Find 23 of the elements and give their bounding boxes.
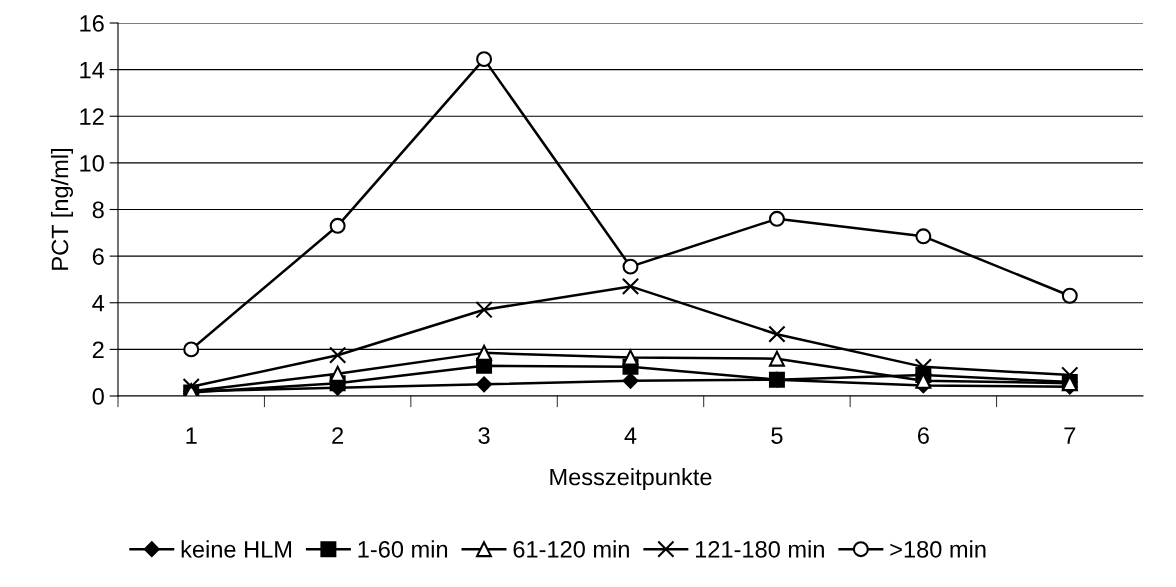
- legend-label: >180 min: [890, 540, 986, 558]
- y-tick-label: 6: [92, 248, 104, 265]
- x-tick-label: 5: [771, 427, 783, 444]
- y-tick-label: 10: [80, 154, 104, 172]
- x-axis-title: Messzeitpunkte: [550, 468, 712, 491]
- y-tick-label: 12: [80, 108, 104, 125]
- legend-label: keine HLM: [181, 540, 292, 558]
- y-tick-label: 0: [92, 388, 104, 405]
- legend-label: 1-60 min: [358, 540, 448, 558]
- x-tick-label: 2: [332, 427, 344, 444]
- x-tick-label: 7: [1064, 427, 1076, 444]
- y-tick-label: 2: [92, 341, 104, 358]
- y-tick-label: 4: [92, 295, 105, 312]
- y-tick-label: 16: [80, 15, 104, 32]
- y-axis-title: PCT [ng/ml]: [50, 149, 73, 270]
- x-tick-label: 1: [186, 427, 197, 444]
- legend-label: 121-180 min: [695, 540, 824, 558]
- x-tick-label: 6: [917, 427, 929, 444]
- y-tick-label: 8: [92, 201, 104, 219]
- y-tick-label: 14: [80, 61, 105, 79]
- legend-label: 61-120 min: [513, 540, 629, 558]
- x-tick-label: 3: [478, 427, 490, 444]
- x-tick-label: 4: [624, 427, 637, 444]
